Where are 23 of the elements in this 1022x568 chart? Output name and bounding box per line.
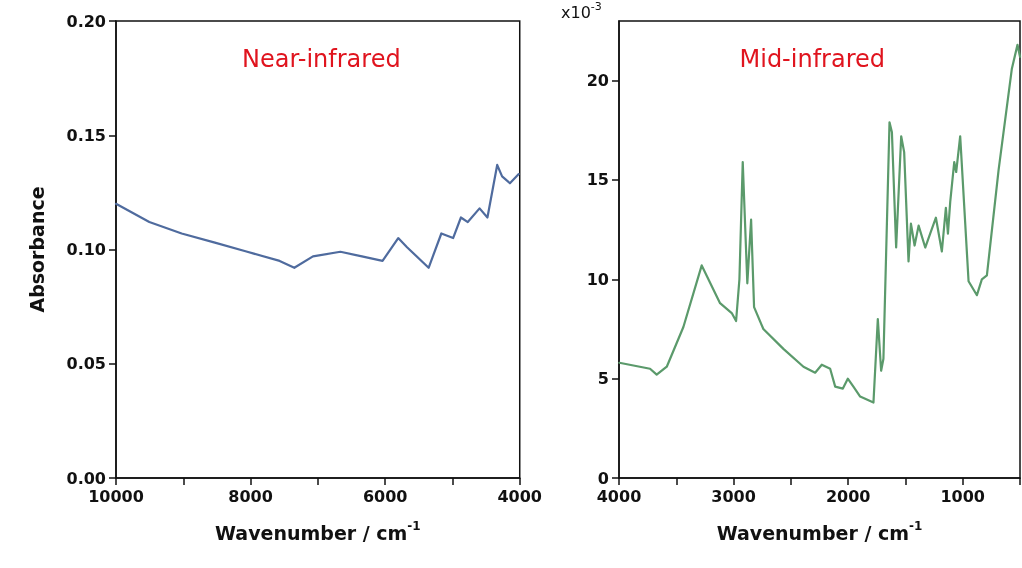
y-tick-label: 0.05 [66,354,106,374]
x-tick-label: 1000 [940,486,985,506]
x-tick-label: 4000 [596,486,642,506]
y-tick-label: 10 [586,269,609,289]
y-tick-label: 0.20 [66,11,106,31]
line-series [618,43,1022,404]
y-tick-label: 0.00 [66,468,106,488]
y-tick-label: 0.10 [66,240,106,259]
x-tick-label: 10000 [88,486,144,506]
annotation: Near-infrared [242,45,401,73]
x-tick-label: 4000 [497,486,542,506]
annotation: Mid-infrared [739,45,886,73]
x-tick-label: 6000 [362,486,408,506]
y-tick-label: 20 [586,71,609,91]
y-tick-label: 0 [597,468,609,488]
y-tick-label: 5 [597,369,609,389]
y-tick-label: 0.15 [66,125,106,145]
y-axis-title: Absorbance [25,186,48,313]
y-tick-label: 15 [586,170,609,190]
x-tick-label: 3000 [711,486,756,506]
x-tick-label: 8000 [228,486,273,506]
x-tick-label: 2000 [825,486,871,506]
line-series [114,163,520,269]
